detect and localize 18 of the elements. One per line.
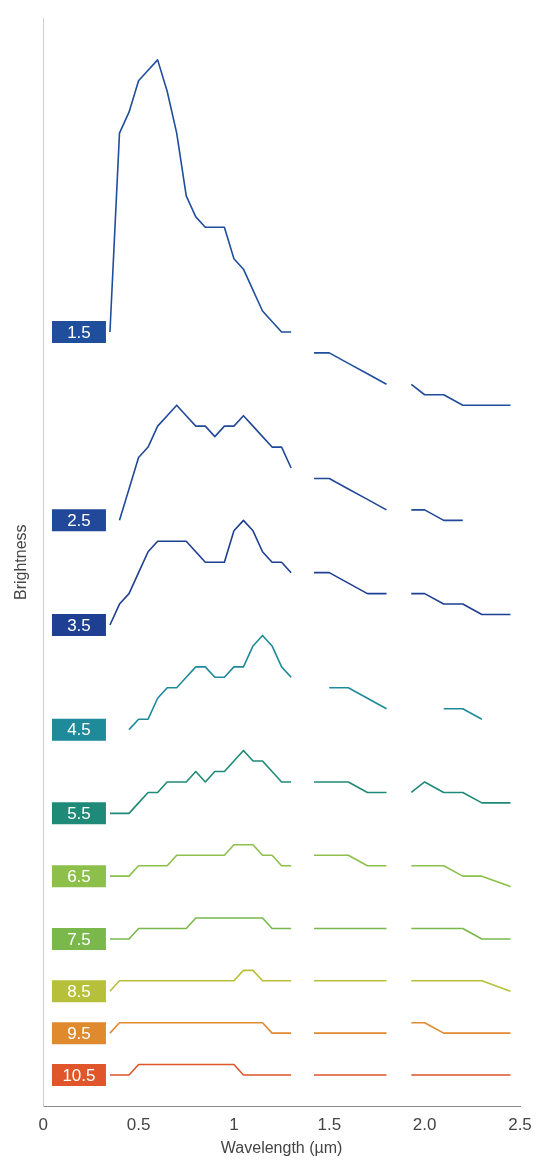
series-label: 8.5 xyxy=(67,981,91,1001)
series-label: 1.5 xyxy=(67,322,91,342)
series-label: 6.5 xyxy=(67,866,91,886)
series-label: 2.5 xyxy=(67,511,91,531)
x-tick-label: 2.5 xyxy=(508,1115,532,1135)
series-label: 5.5 xyxy=(67,804,91,824)
x-tick-label: 0.5 xyxy=(126,1115,151,1135)
series-label: 10.5 xyxy=(62,1065,96,1085)
series-label: 7.5 xyxy=(67,929,91,949)
x-tick-label: 1 xyxy=(229,1115,239,1135)
x-tick-label: 2.0 xyxy=(412,1115,437,1135)
y-axis-title: Brightness xyxy=(12,524,30,600)
x-tick-label: 0 xyxy=(38,1115,48,1135)
x-tick-label: 1.5 xyxy=(317,1115,342,1135)
series-label: 3.5 xyxy=(67,615,91,635)
text: 4.5 xyxy=(67,720,91,740)
x-axis-title: Wavelength (µm) xyxy=(220,1138,343,1156)
series-label: 9.5 xyxy=(67,1023,91,1043)
